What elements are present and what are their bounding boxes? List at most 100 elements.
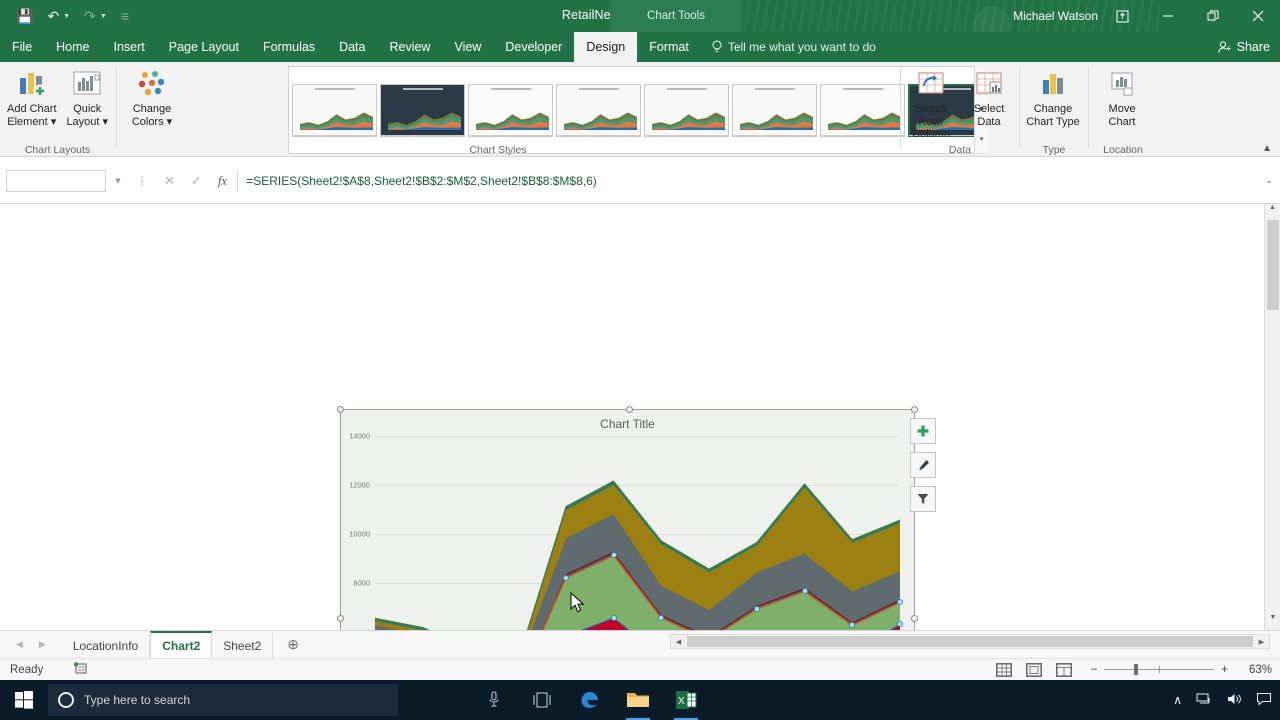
record-macro-icon[interactable] bbox=[73, 661, 87, 678]
ribbon-display-options-icon[interactable] bbox=[1100, 0, 1145, 32]
quick-layout-button[interactable]: Quick Layout ▾ bbox=[60, 62, 116, 128]
ribbon-tab-page-layout[interactable]: Page Layout bbox=[168, 40, 239, 54]
add-chart-element-button[interactable]: Add Chart Element ▾ bbox=[4, 62, 60, 128]
chart-style-thumbnail[interactable] bbox=[556, 83, 641, 137]
page-break-preview-button[interactable] bbox=[1056, 662, 1072, 677]
microphone-icon[interactable] bbox=[470, 680, 518, 720]
ribbon-tab-design[interactable]: Design bbox=[574, 32, 638, 62]
minimize-icon[interactable] bbox=[1145, 0, 1190, 32]
sheet-tab-locationinfo[interactable]: LocationInfo bbox=[62, 632, 151, 659]
series-data-point-handle[interactable] bbox=[897, 621, 903, 628]
edge-icon[interactable] bbox=[566, 680, 614, 720]
action-center-icon[interactable] bbox=[1256, 692, 1272, 709]
chart-series-area[interactable] bbox=[375, 436, 900, 630]
ribbon-tab-home[interactable]: Home bbox=[56, 40, 90, 54]
chart-resize-handle-nw[interactable] bbox=[337, 406, 344, 413]
vertical-scrollbar[interactable]: ▲ ▼ bbox=[1264, 204, 1280, 630]
task-view-icon[interactable] bbox=[518, 680, 566, 720]
chart-style-thumbnail[interactable] bbox=[468, 83, 553, 137]
save-icon[interactable]: 💾 bbox=[16, 8, 34, 24]
chart-filters-button[interactable] bbox=[910, 486, 936, 512]
zoom-in-button[interactable]: + bbox=[1221, 663, 1228, 676]
gallery-scroll-down-icon[interactable]: ▼ bbox=[975, 95, 988, 125]
change-colors-button[interactable]: Change Colors ▾ bbox=[120, 62, 184, 128]
tell-me-box[interactable]: Tell me what you want to do bbox=[701, 32, 886, 62]
ribbon-tab-data[interactable]: Data bbox=[339, 40, 366, 54]
scroll-up-icon[interactable]: ▲ bbox=[1269, 204, 1276, 211]
user-account-name[interactable]: Michael Watson bbox=[1013, 9, 1098, 23]
chart-resize-handle-e[interactable] bbox=[911, 615, 918, 622]
chart-style-thumbnail[interactable] bbox=[292, 83, 377, 137]
gallery-more-icon[interactable]: ▾ bbox=[975, 124, 988, 154]
horizontal-scroll-thumb[interactable] bbox=[687, 636, 1253, 647]
hscroll-left-icon[interactable]: ◀ bbox=[675, 638, 682, 646]
vertical-scroll-thumb[interactable] bbox=[1267, 220, 1279, 310]
file-explorer-icon[interactable] bbox=[614, 680, 662, 720]
page-layout-view-button[interactable] bbox=[1026, 662, 1042, 677]
chart-style-thumbnail[interactable] bbox=[908, 83, 987, 137]
chart-resize-handle-ne[interactable] bbox=[911, 406, 918, 413]
search-input[interactable]: Type here to search bbox=[48, 684, 398, 716]
sheet-tab-sheet2[interactable]: Sheet2 bbox=[212, 632, 274, 659]
series-data-point-handle[interactable] bbox=[658, 615, 665, 622]
cancel-icon[interactable]: ✕ bbox=[164, 172, 175, 188]
series-data-point-handle[interactable] bbox=[897, 599, 903, 606]
sheet-tab-chart2[interactable]: Chart2 bbox=[150, 630, 213, 659]
move-chart-button[interactable]: Move Chart bbox=[1090, 62, 1154, 128]
ribbon-tab-formulas[interactable]: Formulas bbox=[262, 40, 316, 54]
name-box-dropdown-icon[interactable]: ▾ bbox=[115, 175, 121, 187]
zoom-slider-knob[interactable] bbox=[1134, 664, 1139, 675]
collapse-ribbon-icon[interactable]: ▲ bbox=[1262, 143, 1272, 154]
volume-icon[interactable] bbox=[1226, 692, 1242, 709]
chart-styles-gallery[interactable] bbox=[288, 66, 988, 154]
chart-title[interactable]: Chart Title bbox=[600, 417, 655, 431]
name-box[interactable] bbox=[6, 169, 106, 192]
chart-style-thumbnail[interactable] bbox=[644, 83, 729, 137]
scroll-down-icon[interactable]: ▼ bbox=[1269, 614, 1277, 621]
zoom-out-button[interactable]: − bbox=[1090, 663, 1098, 676]
change-chart-type-button[interactable]: Change Chart Type bbox=[1021, 62, 1085, 128]
ribbon-tab-developer[interactable]: Developer bbox=[505, 40, 563, 54]
sheet-next-icon[interactable]: ▶ bbox=[38, 639, 46, 649]
formula-input[interactable]: =SERIES(Sheet2!$A$8,Sheet2!$B$2:$M$2,She… bbox=[237, 169, 1258, 192]
select-data-button[interactable]: Select Data bbox=[960, 62, 1018, 141]
ribbon-tab-review[interactable]: Review bbox=[389, 40, 431, 54]
series-data-point-handle[interactable] bbox=[610, 615, 617, 622]
series-data-point-handle[interactable] bbox=[849, 622, 856, 629]
ribbon-tab-file[interactable]: File bbox=[12, 40, 33, 54]
worksheet-canvas[interactable]: Chart Title 0200040006000800010000120001… bbox=[0, 204, 1280, 630]
zoom-slider[interactable] bbox=[1104, 664, 1215, 675]
series-data-point-handle[interactable] bbox=[562, 574, 569, 581]
show-hidden-icons-icon[interactable]: ∧ bbox=[1173, 693, 1182, 707]
ribbon-tab-insert[interactable]: Insert bbox=[113, 40, 145, 54]
redo-dropdown-icon[interactable]: ▼ bbox=[99, 12, 107, 20]
redo-icon[interactable]: ↷ bbox=[84, 8, 96, 24]
chart-resize-handle-w[interactable] bbox=[337, 615, 344, 622]
chart-style-thumbnail[interactable] bbox=[732, 83, 817, 137]
chart-style-thumbnail[interactable] bbox=[380, 83, 465, 137]
network-icon[interactable] bbox=[1196, 692, 1212, 709]
share-button[interactable]: Share bbox=[1217, 32, 1270, 62]
undo-dropdown-icon[interactable]: ▼ bbox=[63, 12, 71, 20]
zoom-percentage[interactable]: 63% bbox=[1248, 663, 1272, 676]
series-data-point-handle[interactable] bbox=[753, 605, 760, 612]
undo-icon[interactable]: ↶ bbox=[47, 8, 60, 24]
enter-icon[interactable]: ✓ bbox=[190, 172, 202, 188]
chart-elements-button[interactable] bbox=[910, 418, 936, 444]
expand-formula-bar-icon[interactable]: ⌄ bbox=[1265, 175, 1273, 185]
restore-icon[interactable] bbox=[1190, 0, 1235, 32]
sheet-prev-icon[interactable]: ◀ bbox=[16, 639, 23, 649]
chart-styles-button[interactable] bbox=[910, 452, 936, 478]
chart-style-thumbnail[interactable] bbox=[820, 83, 905, 137]
excel-icon[interactable]: X bbox=[662, 680, 710, 720]
ribbon-tab-view[interactable]: View bbox=[454, 40, 482, 54]
series-data-point-handle[interactable] bbox=[610, 552, 617, 559]
chart-object[interactable]: Chart Title 0200040006000800010000120001… bbox=[337, 406, 936, 630]
horizontal-scrollbar[interactable]: ◀ ▶ bbox=[670, 634, 1270, 649]
windows-logo-icon[interactable] bbox=[0, 680, 48, 720]
chart-plot-area[interactable]: 02000400060008000100001200014000JanFebMa… bbox=[349, 432, 903, 630]
hscroll-right-icon[interactable]: ▶ bbox=[1258, 638, 1265, 646]
chart-resize-handle-n[interactable] bbox=[626, 406, 633, 413]
add-sheet-icon[interactable]: ⊕ bbox=[287, 636, 300, 652]
insert-function-icon[interactable]: fx bbox=[217, 172, 228, 188]
